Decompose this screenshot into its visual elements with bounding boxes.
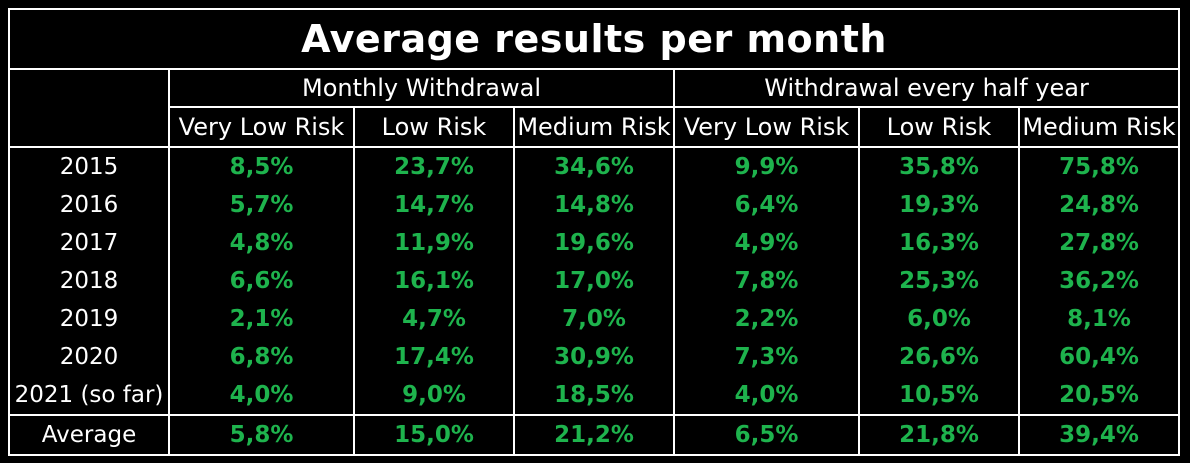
value-cell: 6,4% — [673, 186, 860, 224]
column-header: Medium Risk — [1017, 106, 1181, 148]
value-cell: 4,0% — [168, 376, 355, 416]
value-cell: 7,0% — [513, 300, 675, 338]
value-cell: 8,5% — [168, 146, 355, 186]
value-cell: 21,2% — [513, 414, 675, 456]
row-label: 2015 — [8, 146, 170, 186]
value-cell: 6,6% — [168, 262, 355, 300]
value-cell: 34,6% — [513, 146, 675, 186]
group-header-half-year: Withdrawal every half year — [672, 68, 1181, 108]
value-cell: 6,5% — [673, 414, 860, 456]
column-header: Low Risk — [353, 106, 515, 148]
column-header: Very Low Risk — [168, 106, 355, 148]
value-cell: 23,7% — [353, 146, 515, 186]
value-cell: 18,5% — [513, 376, 675, 416]
column-header: Medium Risk — [513, 106, 675, 148]
row-label: Average — [8, 414, 170, 456]
average-row: Average 5,8% 15,0% 21,2% 6,5% 21,8% 39,4… — [8, 414, 1181, 456]
value-cell: 9,9% — [673, 146, 860, 186]
value-cell: 27,8% — [1017, 224, 1181, 262]
group-header-monthly: Monthly Withdrawal — [168, 68, 675, 108]
value-cell: 10,5% — [858, 376, 1020, 416]
value-cell: 14,8% — [513, 186, 675, 224]
value-cell: 16,3% — [858, 224, 1020, 262]
row-label: 2018 — [8, 262, 170, 300]
value-cell: 21,8% — [858, 414, 1020, 456]
value-cell: 6,8% — [168, 338, 355, 376]
value-cell: 4,8% — [168, 224, 355, 262]
value-cell: 5,7% — [168, 186, 355, 224]
table-row: 2020 6,8% 17,4% 30,9% 7,3% 26,6% 60,4% — [8, 338, 1181, 376]
row-label: 2017 — [8, 224, 170, 262]
value-cell: 14,7% — [353, 186, 515, 224]
value-cell: 2,2% — [673, 300, 860, 338]
value-cell: 19,3% — [858, 186, 1020, 224]
value-cell: 11,9% — [353, 224, 515, 262]
value-cell: 4,9% — [673, 224, 860, 262]
value-cell: 26,6% — [858, 338, 1020, 376]
value-cell: 19,6% — [513, 224, 675, 262]
value-cell: 2,1% — [168, 300, 355, 338]
value-cell: 7,8% — [673, 262, 860, 300]
table-title: Average results per month — [7, 8, 1181, 70]
value-cell: 36,2% — [1017, 262, 1181, 300]
table-row: 2015 8,5% 23,7% 34,6% 9,9% 35,8% 75,8% — [8, 146, 1181, 186]
table-row: 2016 5,7% 14,7% 14,8% 6,4% 19,3% 24,8% — [8, 186, 1181, 224]
value-cell: 4,0% — [673, 376, 860, 416]
value-cell: 6,0% — [858, 300, 1020, 338]
value-cell: 7,3% — [673, 338, 860, 376]
value-cell: 35,8% — [858, 146, 1020, 186]
corner-cell — [8, 68, 170, 148]
value-cell: 17,4% — [353, 338, 515, 376]
column-header: Very Low Risk — [673, 106, 860, 148]
results-table: Average results per month Monthly Withdr… — [7, 8, 1181, 456]
column-header: Low Risk — [858, 106, 1020, 148]
table-row: 2017 4,8% 11,9% 19,6% 4,9% 16,3% 27,8% — [8, 224, 1181, 262]
value-cell: 8,1% — [1017, 300, 1181, 338]
row-label: 2016 — [8, 186, 170, 224]
value-cell: 5,8% — [168, 414, 355, 456]
value-cell: 75,8% — [1017, 146, 1181, 186]
value-cell: 39,4% — [1017, 414, 1181, 456]
year-rows: 2015 8,5% 23,7% 34,6% 9,9% 35,8% 75,8% 2016 5,7%… — [8, 146, 1181, 416]
table-row: 2018 6,6% 16,1% 17,0% 7,8% 25,3% 36,2% — [8, 262, 1181, 300]
row-label: 2020 — [8, 338, 170, 376]
value-cell: 17,0% — [513, 262, 675, 300]
value-cell: 25,3% — [858, 262, 1020, 300]
value-cell: 16,1% — [353, 262, 515, 300]
row-label: 2021 (so far) — [8, 376, 170, 416]
value-cell: 24,8% — [1017, 186, 1181, 224]
value-cell: 20,5% — [1017, 376, 1181, 416]
table-row: 2021 (so far) 4,0% 9,0% 18,5% 4,0% 10,5% 20,5% — [8, 376, 1181, 416]
value-cell: 15,0% — [353, 414, 515, 456]
value-cell: 30,9% — [513, 338, 675, 376]
value-cell: 9,0% — [353, 376, 515, 416]
table-row: 2019 2,1% 4,7% 7,0% 2,2% 6,0% 8,1% — [8, 300, 1181, 338]
value-cell: 60,4% — [1017, 338, 1181, 376]
row-label: 2019 — [8, 300, 170, 338]
value-cell: 4,7% — [353, 300, 515, 338]
